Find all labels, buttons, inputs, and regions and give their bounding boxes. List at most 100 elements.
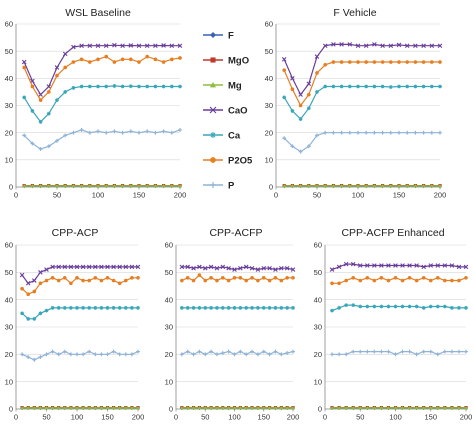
- data-point: [372, 263, 377, 268]
- data-point: [400, 304, 405, 309]
- data-point: [46, 90, 51, 94]
- data-point: [393, 275, 398, 280]
- data-point: [55, 98, 59, 102]
- data-point: [81, 406, 85, 410]
- data-point: [111, 349, 116, 354]
- data-point: [337, 281, 341, 286]
- data-point: [38, 98, 43, 102]
- data-point: [44, 267, 49, 272]
- data-point: [372, 349, 377, 354]
- data-point: [372, 304, 377, 309]
- data-point: [185, 305, 190, 310]
- data-point: [32, 289, 37, 294]
- data-point: [63, 133, 68, 138]
- series-mg: [22, 184, 182, 188]
- y-tick-label: 50: [165, 268, 173, 277]
- data-point: [273, 267, 278, 272]
- data-point: [79, 128, 84, 132]
- data-point: [356, 60, 360, 64]
- data-point: [185, 264, 190, 270]
- data-point: [291, 305, 295, 310]
- data-point: [407, 275, 412, 280]
- data-point: [365, 349, 370, 354]
- y-tick-label: 10: [5, 377, 13, 386]
- data-point: [26, 355, 31, 359]
- data-point: [347, 42, 353, 47]
- data-point: [442, 406, 447, 410]
- data-point: [351, 303, 356, 308]
- data-point: [407, 263, 412, 268]
- data-point: [344, 406, 349, 410]
- data-point: [256, 305, 260, 310]
- data-point: [344, 278, 348, 283]
- data-point: [75, 275, 79, 280]
- y-tick-label: 60: [5, 241, 13, 250]
- y-tick-label: 40: [314, 295, 322, 304]
- y-tick-label: 10: [165, 377, 173, 386]
- data-point: [249, 265, 255, 271]
- data-point: [26, 316, 31, 321]
- data-point: [331, 42, 336, 47]
- data-point: [250, 305, 254, 310]
- data-point: [93, 305, 98, 310]
- data-point: [93, 352, 98, 357]
- data-point: [191, 265, 196, 271]
- data-point: [30, 84, 35, 89]
- data-point: [442, 263, 448, 268]
- data-point: [220, 275, 225, 280]
- data-point: [32, 357, 37, 362]
- series-p: [22, 128, 182, 151]
- data-point: [414, 278, 419, 283]
- data-point: [438, 184, 442, 188]
- x-tick-label: 50: [313, 191, 321, 200]
- legend-item-mg: Mg: [203, 81, 242, 92]
- data-point: [105, 275, 110, 280]
- data-point: [435, 263, 441, 268]
- data-point: [215, 305, 219, 310]
- data-point: [379, 263, 384, 268]
- data-point: [202, 265, 208, 271]
- data-point: [46, 144, 51, 149]
- data-point: [104, 84, 109, 89]
- y-tick-label: 40: [5, 74, 13, 83]
- data-point: [62, 275, 67, 280]
- data-point: [153, 184, 158, 188]
- data-point: [130, 352, 134, 357]
- data-point: [281, 57, 287, 62]
- data-point: [443, 278, 447, 283]
- data-point: [250, 349, 254, 354]
- data-point: [105, 352, 110, 357]
- legend-item-f: F: [203, 31, 234, 42]
- data-point: [50, 264, 55, 270]
- data-point: [347, 130, 352, 135]
- series-line-cao: [21, 266, 138, 285]
- data-point: [414, 263, 419, 268]
- data-point: [86, 264, 92, 270]
- data-point: [111, 278, 116, 283]
- data-point: [50, 406, 55, 410]
- data-point: [145, 184, 150, 188]
- data-point: [209, 349, 213, 354]
- data-point: [177, 43, 183, 49]
- legend-marker: [210, 132, 216, 138]
- data-point: [130, 406, 134, 410]
- data-point: [290, 184, 295, 188]
- y-tick-label: 50: [265, 47, 273, 56]
- chart-wsl-baseline: WSL Baseline 0 10 20 30 40 50 60 0 50 100 150 200: [5, 7, 187, 200]
- data-point: [44, 406, 49, 410]
- data-point: [372, 184, 377, 188]
- data-point: [22, 95, 27, 100]
- data-point: [111, 264, 116, 270]
- data-point: [358, 278, 363, 283]
- data-point: [50, 275, 55, 280]
- legend-label: Ca: [228, 131, 241, 142]
- series-p: [330, 349, 468, 357]
- data-point: [365, 275, 370, 280]
- data-point: [117, 281, 122, 286]
- data-point: [329, 267, 335, 272]
- data-point: [261, 305, 266, 310]
- data-point: [279, 305, 284, 310]
- data-point: [405, 184, 410, 188]
- data-point: [215, 406, 219, 410]
- data-point: [96, 84, 100, 89]
